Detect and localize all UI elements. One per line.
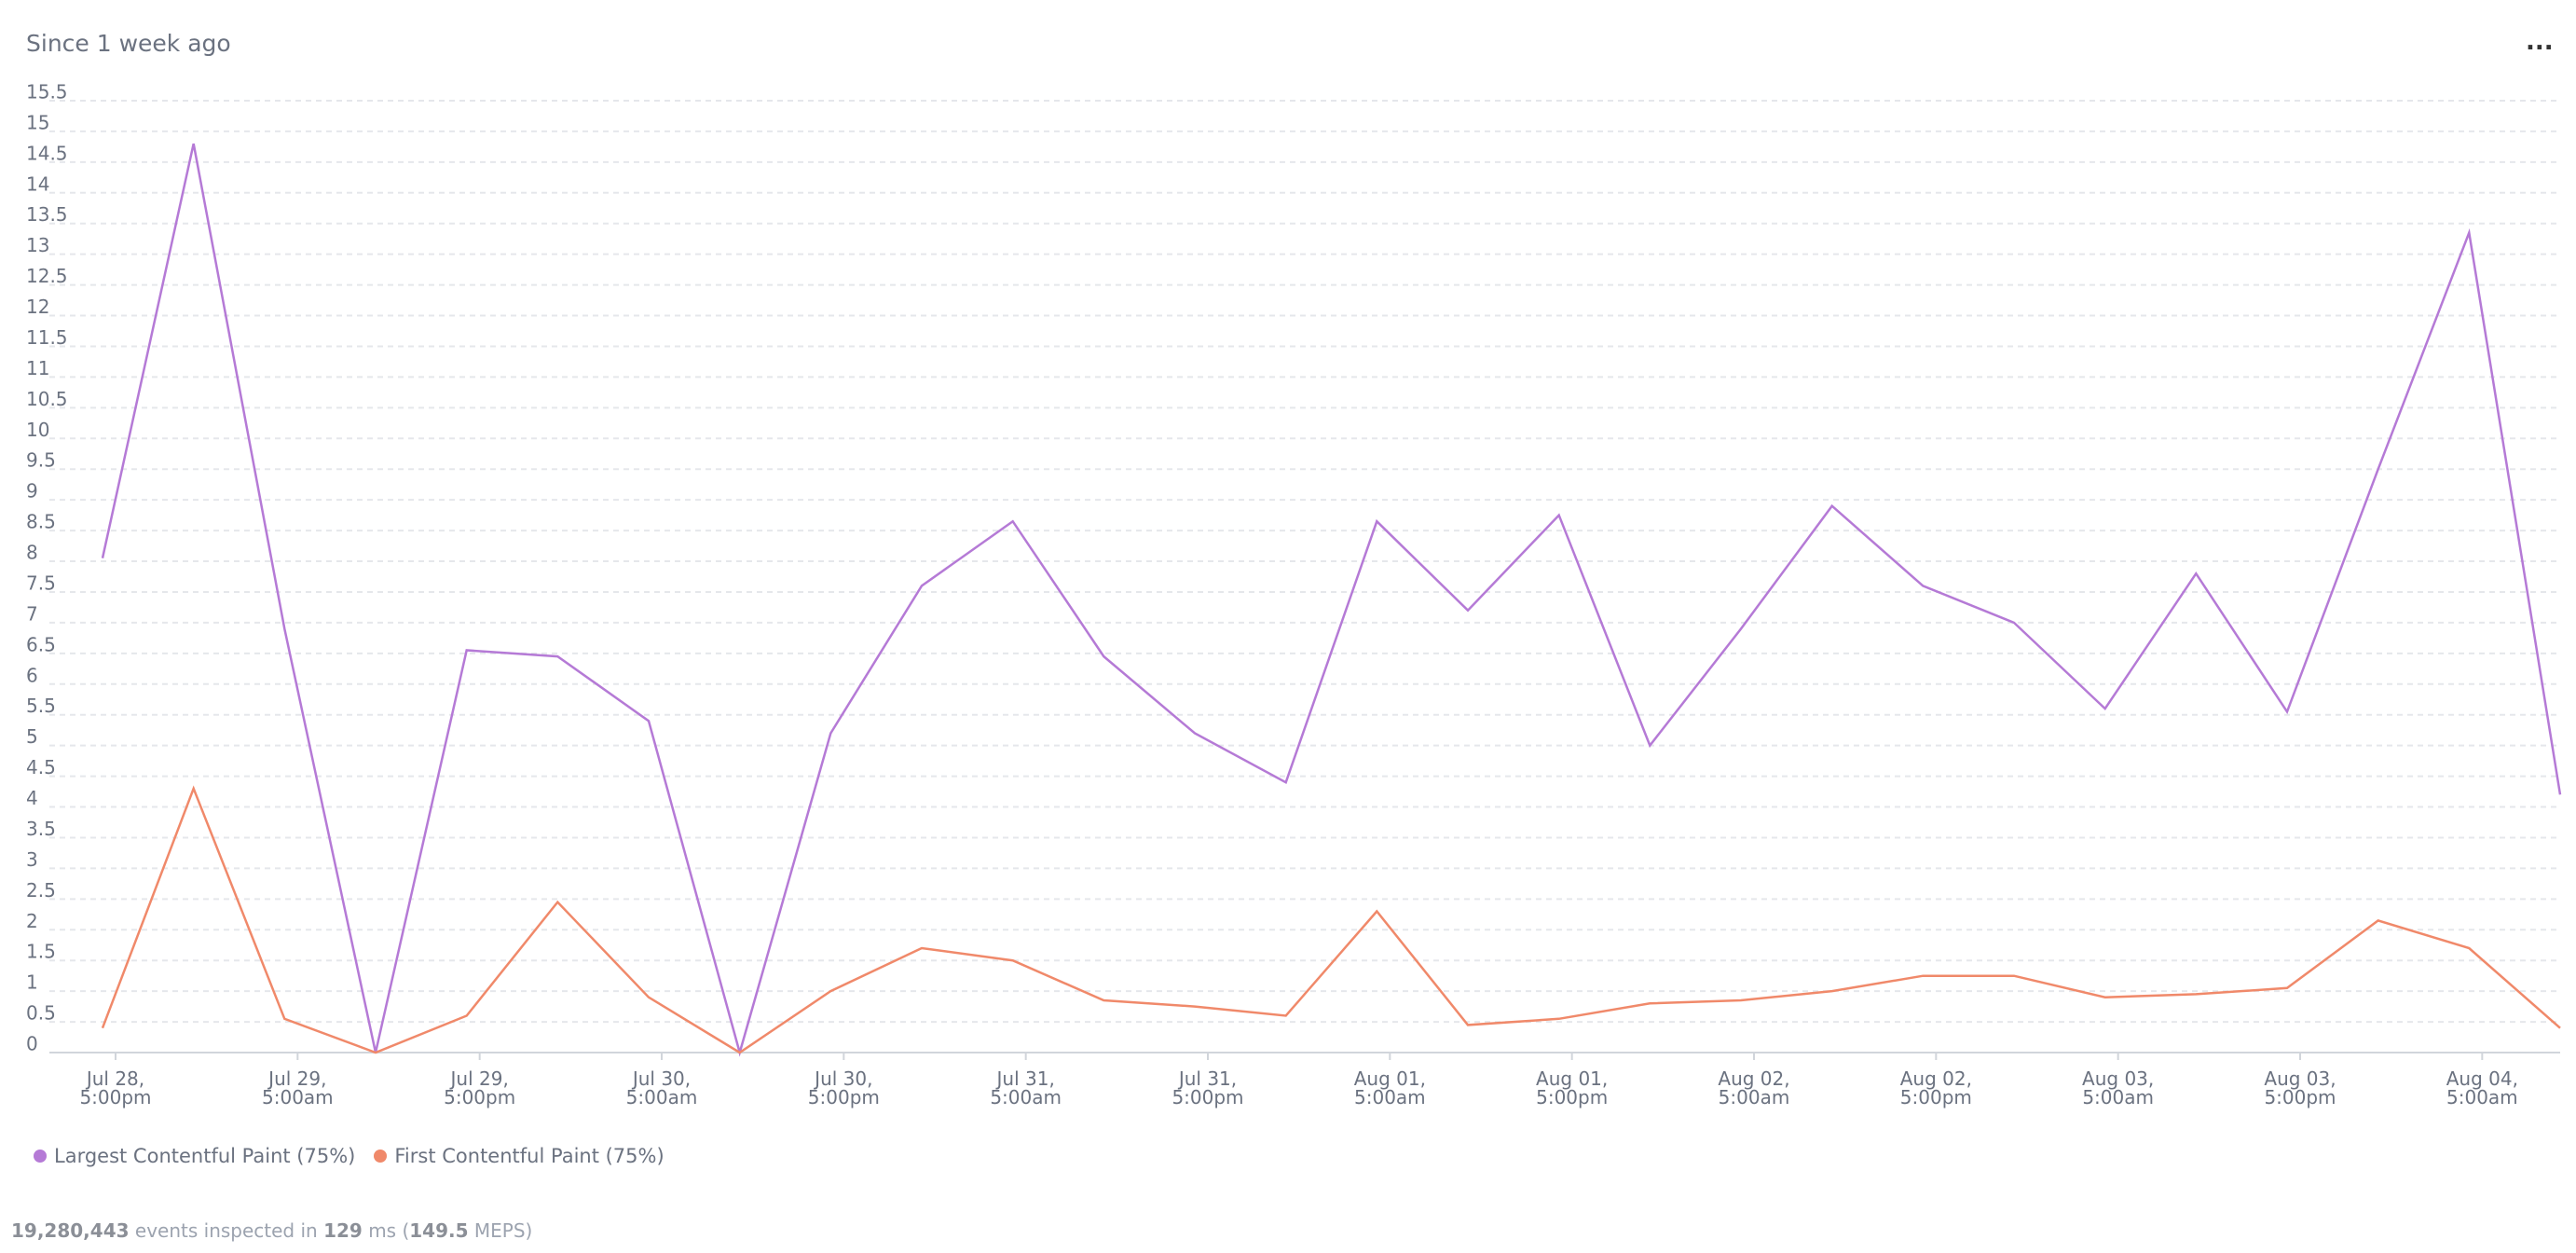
y-tick-label: 13 [26, 234, 49, 256]
y-tick-label: 3 [26, 848, 38, 871]
y-tick-label: 10 [26, 419, 49, 441]
footer-text: ms ( [368, 1219, 410, 1242]
y-tick-label: 8 [26, 542, 38, 564]
legend-label: First Contentful Paint (75%) [394, 1145, 665, 1167]
y-tick-label: 11.5 [26, 326, 68, 349]
legend-label: Largest Contentful Paint (75%) [54, 1145, 356, 1167]
y-tick-label: 6.5 [26, 633, 56, 655]
x-tick-label: Aug 04, 5:00am [2446, 1067, 2518, 1108]
series-line [101, 143, 2562, 1057]
y-tick-label: 4 [26, 787, 38, 809]
y-tick-label: 4.5 [26, 756, 56, 778]
x-tick-label: Jul 31, 5:00pm [1172, 1067, 1244, 1108]
y-tick-label: 11 [26, 357, 49, 379]
footer: 19,280,443 events inspected in 129 ms (1… [11, 1219, 532, 1242]
series-line [101, 785, 2561, 1054]
y-tick-label: 3.5 [26, 818, 56, 840]
footer-text: events inspected in [134, 1219, 318, 1242]
y-tick-label: 5 [26, 725, 38, 748]
y-tick-label: 7 [26, 602, 38, 625]
y-tick-label: 9 [26, 480, 38, 503]
y-tick-label: 2.5 [26, 879, 56, 902]
y-tick-label: 14.5 [26, 142, 68, 164]
legend-swatch [34, 1150, 47, 1163]
y-tick-label: 0.5 [26, 1002, 56, 1025]
legend-item: Largest Contentful Paint (75%) [34, 1145, 355, 1167]
y-tick-label: 15 [26, 111, 49, 133]
y-tick-label: 13.5 [26, 203, 68, 226]
x-tick-label: Jul 31, 5:00am [990, 1067, 1062, 1108]
y-tick-label: 1.5 [26, 941, 56, 963]
y-tick-label: 6 [26, 664, 38, 686]
y-tick-label: 7.5 [26, 571, 56, 594]
chart-title: Since 1 week ago [26, 30, 231, 57]
x-tick-label: Aug 02, 5:00am [1718, 1067, 1790, 1108]
y-tick-label: 2 [26, 910, 38, 932]
footer-meps: 149.5 [409, 1219, 469, 1242]
x-tick-label: Aug 02, 5:00pm [1899, 1067, 1972, 1108]
y-tick-label: 9.5 [26, 449, 56, 472]
x-tick-label: Aug 01, 5:00pm [1536, 1067, 1609, 1108]
y-tick-label: 14 [26, 172, 49, 195]
y-tick-label: 0 [26, 1033, 38, 1055]
y-tick-label: 12 [26, 296, 49, 318]
menu-button[interactable]: ... [2526, 28, 2554, 56]
x-tick-label: Jul 29, 5:00am [262, 1067, 334, 1108]
y-tick-label: 1 [26, 971, 38, 994]
x-tick-label: Jul 28, 5:00pm [79, 1067, 152, 1108]
x-tick-label: Jul 30, 5:00am [625, 1067, 698, 1108]
footer-ms: 129 [323, 1219, 363, 1242]
x-tick-label: Jul 29, 5:00pm [444, 1067, 516, 1108]
x-tick-label: Jul 30, 5:00pm [807, 1067, 880, 1108]
footer-events: 19,280,443 [11, 1219, 130, 1242]
y-tick-label: 15.5 [26, 81, 68, 103]
y-tick-label: 10.5 [26, 388, 68, 410]
x-tick-label: Aug 03, 5:00am [2082, 1067, 2155, 1108]
x-tick-label: Aug 03, 5:00pm [2264, 1067, 2336, 1108]
x-tick-label: Aug 01, 5:00am [1353, 1067, 1426, 1108]
y-tick-label: 8.5 [26, 511, 56, 533]
footer-text: MEPS) [473, 1219, 533, 1242]
legend-swatch [374, 1150, 388, 1163]
y-tick-label: 12.5 [26, 265, 68, 287]
legend-item: First Contentful Paint (75%) [374, 1145, 665, 1167]
y-tick-label: 5.5 [26, 695, 56, 717]
legend: Largest Contentful Paint (75%) First Cont… [34, 1145, 665, 1167]
